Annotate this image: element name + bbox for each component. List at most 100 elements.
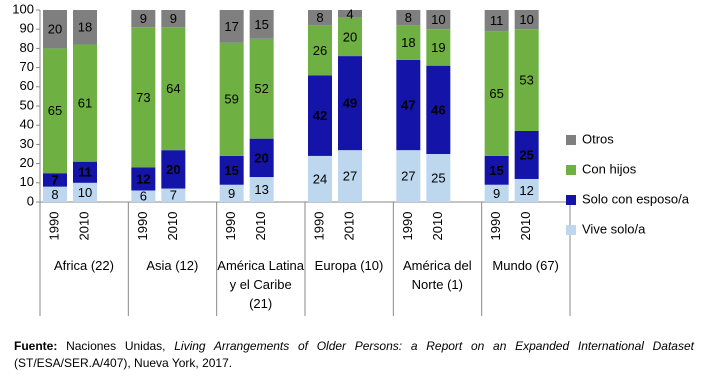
bar-segment <box>131 27 156 168</box>
y-tick-label: 80 <box>20 40 34 55</box>
bar-segment <box>338 10 362 18</box>
bar-segment <box>249 138 274 178</box>
bar-segment <box>426 29 451 66</box>
bar-segment <box>161 188 186 202</box>
note-text: (ST/ESA/SER.A/407), Nueva York, 2017. <box>14 356 233 370</box>
data-label: 59 <box>224 92 238 107</box>
x-tick-label: 1990 <box>311 212 326 241</box>
bar-segment <box>396 25 421 60</box>
bar-segment <box>396 10 421 26</box>
bar-segment <box>249 177 274 202</box>
note-title: Living Arrangements of Older Persons: a … <box>174 339 694 353</box>
note-text: Naciones Unidas, <box>66 339 166 353</box>
x-tick-label: 2010 <box>518 212 533 241</box>
data-label: 9 <box>228 186 235 201</box>
bar-segment <box>426 10 451 30</box>
bar-segment <box>161 27 186 151</box>
y-tick-label: 40 <box>20 117 34 132</box>
bar-segment <box>43 10 67 49</box>
data-label: 25 <box>431 170 445 185</box>
y-tick-label: 10 <box>20 174 34 189</box>
legend-swatch <box>566 225 576 235</box>
bar-segment <box>73 44 97 162</box>
bar-segment <box>308 75 332 156</box>
x-tick-label: 2010 <box>165 212 180 241</box>
data-label: 65 <box>489 86 503 101</box>
data-label: 13 <box>254 182 268 197</box>
data-label: 64 <box>166 81 180 96</box>
bar-segment <box>131 190 156 202</box>
data-label: 8 <box>51 187 58 202</box>
data-label: 10 <box>519 12 533 27</box>
bar-segment <box>219 10 244 43</box>
data-label: 20 <box>254 150 268 165</box>
x-tick-label: 1990 <box>46 212 61 241</box>
x-tick-label: 2010 <box>341 212 356 241</box>
bar-segment <box>396 150 421 202</box>
data-label: 26 <box>313 43 327 58</box>
data-label: 47 <box>401 97 415 112</box>
bar-segment <box>131 167 156 191</box>
bar-segment <box>43 186 67 202</box>
bar-segment <box>426 154 451 202</box>
bar-segment <box>161 10 186 28</box>
data-label: 20 <box>343 29 357 44</box>
bar-segment <box>131 10 156 28</box>
note-label: Fuente: <box>14 339 58 353</box>
x-tick-label: 1990 <box>400 212 415 241</box>
data-label: 15 <box>224 163 238 178</box>
bar-segment <box>338 150 362 202</box>
data-label: 12 <box>519 183 533 198</box>
bar-segment <box>73 161 97 183</box>
legend-swatch <box>566 195 576 205</box>
bar-segment <box>161 150 186 189</box>
data-label: 20 <box>48 22 62 37</box>
data-label: 18 <box>401 35 415 50</box>
y-tick-label: 30 <box>20 136 34 151</box>
bar-segment <box>484 31 509 156</box>
bar-segment <box>43 173 67 187</box>
group-label: América del Norte (1) <box>403 258 472 292</box>
bar-segment <box>514 178 539 202</box>
data-label: 7 <box>51 172 58 187</box>
group-label: Mundo (67) <box>492 258 559 273</box>
bar-segment <box>249 38 274 139</box>
bar-segment <box>338 56 362 151</box>
data-label: 15 <box>254 17 268 32</box>
data-label: 12 <box>136 171 150 186</box>
data-label: 8 <box>316 10 323 25</box>
data-label: 27 <box>401 169 415 184</box>
x-tick-label: 1990 <box>223 212 238 241</box>
legend-label: Otros <box>582 131 614 146</box>
data-label: 73 <box>136 90 150 105</box>
bar-segment <box>308 10 332 26</box>
data-label: 10 <box>431 12 445 27</box>
bar-segment <box>514 130 539 179</box>
data-label: 24 <box>313 171 327 186</box>
data-label: 10 <box>78 185 92 200</box>
bar-segment <box>308 155 332 202</box>
bar-segment <box>249 10 274 39</box>
bar-segment <box>73 182 97 202</box>
data-label: 15 <box>489 163 503 178</box>
data-label: 61 <box>78 96 92 111</box>
data-label: 11 <box>490 13 504 28</box>
x-tick-label: 2010 <box>253 212 268 241</box>
bar-segment <box>514 29 539 131</box>
source-note: Fuente: Naciones Unidas, Living Arrangem… <box>14 338 694 372</box>
x-tick-label: 1990 <box>135 212 150 241</box>
y-tick-label: 20 <box>20 155 34 170</box>
legend-swatch <box>566 165 576 175</box>
y-tick-label: 50 <box>20 97 34 112</box>
data-label: 49 <box>343 96 357 111</box>
group-label: Africa (22) <box>54 258 114 273</box>
data-label: 42 <box>313 108 327 123</box>
data-label: 6 <box>140 189 147 204</box>
data-label: 8 <box>405 10 412 25</box>
data-label: 53 <box>519 73 533 88</box>
bar-segment <box>219 155 244 185</box>
bar-segment <box>484 155 509 185</box>
data-label: 27 <box>343 169 357 184</box>
data-label: 9 <box>493 186 500 201</box>
bar-segment <box>514 10 539 30</box>
